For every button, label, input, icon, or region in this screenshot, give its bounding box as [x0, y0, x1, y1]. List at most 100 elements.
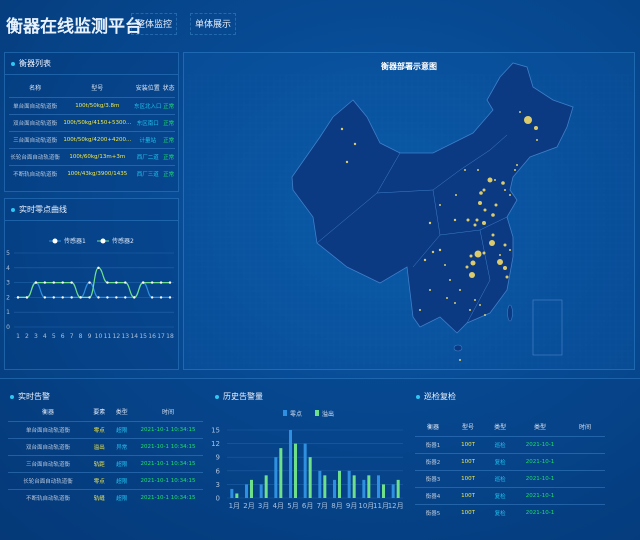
table-cell [565, 469, 605, 487]
deployment-dot [455, 194, 457, 196]
x-tick-label: 1 [16, 333, 20, 340]
deployment-dot [474, 250, 482, 258]
table-row[interactable]: 不断轨自动轨道衡 100t/43kg/3900/1435 西厂三道 正常 [9, 164, 175, 182]
data-point [115, 296, 118, 299]
x-tick-label: 3 [34, 333, 38, 340]
table-row[interactable]: 单台面自动轨道衡 零点 超限 2021-10-1 10:34:15 [8, 420, 203, 438]
table-cell: 单台面自动轨道衡 [9, 96, 62, 114]
table-cell: 2021-10-1 10:34:15 [133, 488, 203, 506]
table-cell: 巡检 [485, 435, 515, 453]
history-header: 历史告警量 [213, 391, 263, 402]
table-cell: 复检 [485, 503, 515, 521]
data-point [159, 281, 163, 284]
bar-overflow [338, 470, 341, 498]
table-row[interactable]: 三台面自动轨道衡 100t/50kg/4200+4200... 计量站 正常 [9, 130, 175, 148]
nav-single-display[interactable]: 单体展示 [190, 13, 236, 35]
deployment-dot [514, 169, 516, 171]
x-tick-label: 14 [130, 333, 138, 340]
alarm-header: 实时告警 [8, 391, 50, 402]
table-row[interactable]: 双台面自动轨道衡 100t/50kg/4150+5300... 东区南口 正常 [9, 113, 175, 131]
legend-label: 传感器2 [112, 237, 134, 245]
table-row[interactable]: 长轮台面自动轨道衡 零点 超限 2021-10-1 10:34:15 [8, 471, 203, 489]
data-point [150, 281, 154, 284]
x-tick-label: 1月 [229, 502, 240, 510]
legend-marker [52, 238, 58, 244]
y-tick-label: 3 [6, 280, 10, 287]
x-tick-label: 9月 [346, 502, 357, 510]
table-cell: 复检 [485, 452, 515, 470]
table-row[interactable]: 单台面自动轨道衡 100t/50kg/3.8m 东区北入口 正常 [9, 96, 175, 114]
table-cell: 2021-10-1 10:34:15 [133, 471, 203, 489]
deployment-dot [494, 179, 496, 181]
x-tick-label: 7月 [317, 502, 328, 510]
table-row[interactable]: 衡器5 100T 复检 2021-10-1 [415, 503, 605, 521]
bar-zero [289, 430, 292, 498]
deployment-dot [353, 142, 357, 146]
history-title: 历史告警量 [223, 392, 263, 401]
table-cell: 正常 [162, 96, 175, 114]
data-point [43, 281, 47, 284]
deployment-dot [475, 218, 479, 222]
legend-swatch [283, 410, 287, 416]
deployment-dot [429, 289, 431, 291]
bar-overflow [352, 475, 356, 498]
deployment-dot [479, 191, 483, 195]
x-tick-label: 2月 [243, 502, 254, 510]
legend-marker [100, 238, 106, 244]
col-time: 时间 [161, 409, 174, 417]
data-point [106, 281, 109, 284]
table-cell: 计量站 [133, 130, 163, 148]
data-point [159, 296, 163, 299]
table-row[interactable]: 衡器4 100T 复检 2021-10-1 [415, 486, 605, 504]
data-point [97, 266, 100, 269]
y-tick-label: 0 [216, 495, 220, 503]
col-type: 类型 [494, 424, 507, 432]
col-name: 名称 [29, 85, 42, 93]
bar-zero [347, 470, 351, 498]
y-tick-label: 4 [6, 265, 10, 272]
data-point [79, 296, 82, 299]
deployment-dot [423, 258, 427, 262]
table-cell: 双台面自动轨道衡 [8, 437, 88, 455]
table-row[interactable]: 衡器3 100T 巡检 2021-10-1 [415, 469, 605, 487]
deployment-dot [465, 265, 469, 269]
deployment-dot [482, 251, 486, 255]
data-point [70, 296, 73, 299]
table-cell: 超限 [110, 488, 133, 506]
y-tick-label: 3 [216, 481, 220, 489]
deployment-dot [478, 201, 482, 205]
nav-overall-monitor[interactable]: 整体监控 [131, 13, 177, 35]
data-point [52, 281, 55, 284]
bar-overflow [250, 479, 253, 498]
x-tick-label: 4月 [273, 502, 284, 510]
x-tick-label: 5 [52, 333, 56, 340]
deployment-dot [505, 275, 509, 279]
table-cell: 2021-10-1 10:34:15 [133, 437, 203, 455]
bar-overflow [308, 457, 312, 498]
table-cell: 100T [450, 452, 486, 470]
table-row[interactable]: 衡器2 100T 复检 2021-10-1 [415, 452, 605, 470]
data-point [34, 281, 38, 284]
table-cell: 正常 [162, 147, 175, 165]
table-row[interactable]: 长轮台面自动轨道衡 100t/60kg/13m+3m 西厂二道 正常 [9, 147, 175, 165]
table-row[interactable]: 不断轨自动轨道衡 轨缝 超限 2021-10-1 10:34:15 [8, 488, 203, 506]
table-cell: 正常 [162, 164, 175, 182]
deployment-dot [504, 189, 506, 191]
table-row[interactable]: 衡器1 100T 巡检 2021-10-1 [415, 435, 605, 453]
patrol-header: 巡检复检 [414, 391, 456, 402]
y-tick-label: 2 [6, 294, 10, 301]
deployment-dot [509, 194, 511, 196]
deployment-dot [491, 213, 495, 217]
bar-zero [259, 484, 263, 498]
table-cell: 100t/50kg/3.8m [61, 96, 134, 114]
app-title: 衡器在线监测平台 [6, 17, 142, 37]
col-model: 型号 [91, 85, 104, 93]
china-outline [291, 62, 574, 334]
x-tick-label: 12月 [388, 502, 404, 510]
table-row[interactable]: 三台面自动轨道衡 轨距 超限 2021-10-1 10:34:15 [8, 454, 203, 472]
province-border [466, 229, 491, 324]
x-tick-label: 6月 [302, 502, 313, 510]
deployment-dot [536, 139, 538, 141]
china-map[interactable] [0, 0, 640, 370]
table-row[interactable]: 双台面自动轨道衡 溢出 异常 2021-10-1 10:34:15 [8, 437, 203, 455]
